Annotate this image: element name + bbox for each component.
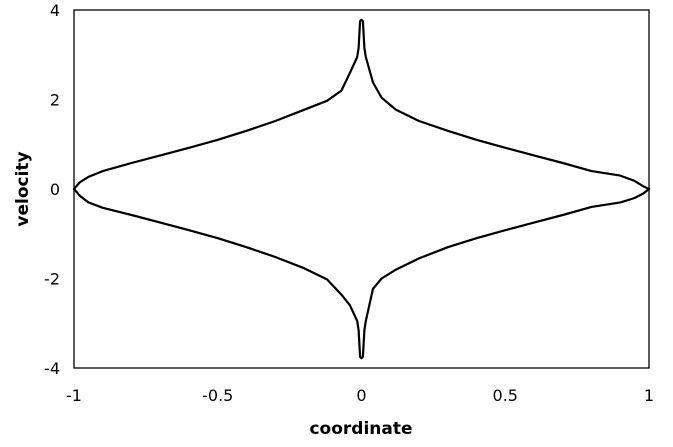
y-tick-label: 4 <box>50 1 60 20</box>
y-axis: -4 -2 0 2 4 <box>44 1 60 378</box>
x-tick-label: 0.5 <box>493 386 518 405</box>
x-axis-title: coordinate <box>309 419 412 439</box>
y-tick-label: 0 <box>50 180 60 199</box>
upper-velocity-line <box>72 18 651 191</box>
x-tick-label: -0.5 <box>202 386 233 405</box>
y-tick-label: 2 <box>50 91 60 110</box>
y-tick-label: -2 <box>44 270 60 289</box>
y-tick-label: -4 <box>44 359 60 378</box>
y-axis-title: velocity <box>13 151 33 226</box>
x-tick-label: -1 <box>66 386 82 405</box>
plot-area-frame <box>73 9 650 369</box>
x-tick-label: 1 <box>644 386 654 405</box>
x-tick-label: 0 <box>356 386 366 405</box>
lower-velocity-line <box>72 187 651 360</box>
x-axis: -1 -0.5 0 0.5 1 <box>66 386 654 405</box>
series-layer <box>72 18 651 360</box>
